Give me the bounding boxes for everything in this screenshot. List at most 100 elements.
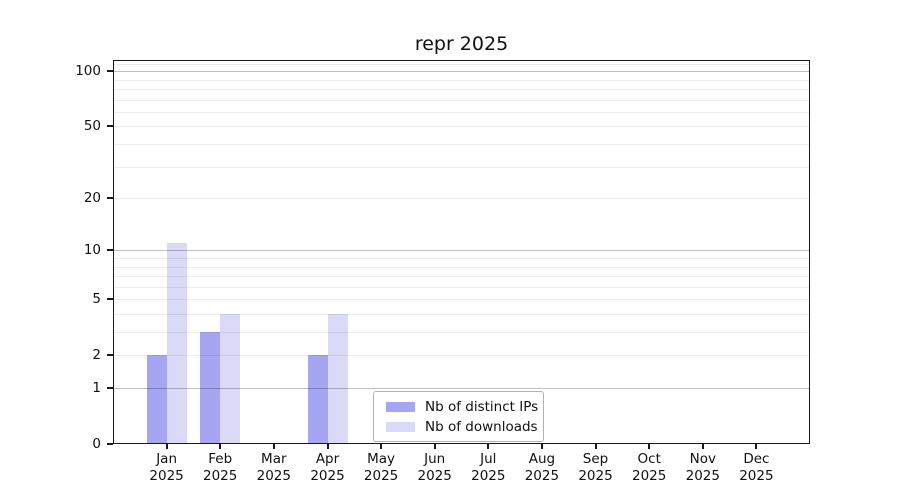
x-tick-label-year: 2025 [310, 467, 345, 484]
gridline-major [113, 388, 810, 389]
gridline-minor [113, 198, 810, 199]
y-tick-mark [107, 197, 113, 200]
x-tick-label-month: Sep [582, 451, 609, 467]
x-tick-mark [487, 444, 490, 449]
x-tick-mark [326, 444, 329, 449]
x-tick-label-month: Nov [689, 451, 716, 467]
y-tick-mark [107, 443, 113, 445]
x-tick-label-month: Aug [528, 451, 556, 467]
y-tick-label: 1 [92, 380, 101, 396]
x-tick-mark [433, 444, 436, 449]
gridline-minor [113, 258, 810, 259]
x-tick-mark [272, 444, 275, 449]
x-tick-label-month: Dec [743, 451, 770, 467]
x-tick-label-year: 2025 [471, 467, 506, 484]
y-tick-label: 5 [92, 291, 101, 308]
x-tick-label: Jul 2025 [445, 451, 531, 484]
y-tick-label: 50 [83, 118, 101, 135]
y-tick-label: 20 [83, 190, 101, 207]
x-tick-label-year: 2025 [256, 467, 291, 484]
bar-downloads-apr [327, 314, 348, 444]
y-tick-mark [107, 354, 113, 357]
x-tick-label: Nov 2025 [660, 451, 746, 484]
x-tick-label-year: 2025 [685, 467, 720, 484]
legend-swatch-downloads [386, 421, 415, 432]
bar-distinct-ips-apr [307, 355, 328, 444]
y-tick-mark [107, 125, 113, 128]
gridline-minor [113, 167, 810, 168]
gridline-minor [113, 299, 810, 300]
gridline-minor [113, 314, 810, 315]
x-tick-label-month: Apr [315, 451, 340, 467]
x-tick-label-year: 2025 [417, 467, 452, 484]
x-tick-label: Oct 2025 [606, 451, 692, 484]
x-tick-label-year: 2025 [739, 467, 774, 484]
gridline-major [113, 71, 810, 72]
x-tick-label-month: Feb [208, 451, 233, 467]
bar-downloads-feb [220, 314, 241, 444]
gridline-minor [113, 112, 810, 113]
chart-title: repr 2025 [414, 33, 509, 55]
legend-item-downloads: Nb of downloads [382, 418, 538, 435]
x-tick-label-year: 2025 [203, 467, 238, 484]
y-tick-label: 2 [92, 347, 101, 364]
gridline-minor [113, 126, 810, 127]
x-tick-label-year: 2025 [578, 467, 613, 484]
y-tick-label: 0 [92, 436, 101, 452]
x-tick-label: Aug 2025 [499, 451, 585, 484]
x-tick-mark [165, 444, 168, 449]
x-tick-label: Jan 2025 [124, 451, 210, 484]
y-tick-mark [107, 298, 113, 301]
gridline-major [113, 250, 810, 251]
x-tick-label-year: 2025 [363, 467, 399, 484]
x-tick-mark [219, 444, 222, 449]
gridline-minor [113, 64, 810, 65]
x-tick-label-year: 2025 [632, 467, 667, 484]
x-tick-mark [380, 444, 383, 449]
x-tick-label: Jun 2025 [392, 451, 478, 484]
gridline-minor [113, 276, 810, 277]
bar-downloads-jan [166, 243, 187, 444]
gridline-minor [113, 144, 810, 145]
y-tick-mark [107, 387, 113, 389]
legend-label-distinct-ips: Nb of distinct IPs [425, 398, 539, 415]
x-tick-label: Dec 2025 [713, 451, 799, 484]
x-tick-label-year: 2025 [524, 467, 560, 484]
x-tick-label: Sep 2025 [553, 451, 639, 484]
y-tick-mark [107, 70, 113, 73]
x-tick-label-month: May [367, 451, 396, 467]
x-tick-label: Apr 2025 [285, 451, 371, 484]
x-tick-mark [540, 444, 543, 449]
plot-frame [113, 60, 810, 444]
x-tick-label-month: Jan [156, 451, 177, 467]
y-tick-label: 10 [83, 242, 101, 259]
x-tick-label: Mar 2025 [231, 451, 317, 484]
y-tick-label: 100 [75, 63, 101, 80]
x-tick-label-month: Oct [637, 451, 661, 467]
x-tick-label: May 2025 [338, 451, 424, 484]
x-tick-mark [755, 444, 758, 449]
x-tick-label: Feb 2025 [177, 451, 263, 484]
x-tick-mark [648, 444, 651, 449]
gridline-minor [113, 89, 810, 90]
x-tick-label-month: Jun [424, 451, 446, 467]
x-tick-label-year: 2025 [149, 467, 184, 484]
legend-swatch-distinct-ips [386, 401, 415, 412]
gridline-minor [113, 355, 810, 356]
bar-distinct-ips-feb [200, 332, 221, 444]
gridline-minor [113, 332, 810, 333]
gridline-minor [113, 100, 810, 101]
gridline-minor [113, 80, 810, 81]
y-tick-mark [107, 249, 113, 252]
legend-label-downloads: Nb of downloads [425, 418, 538, 435]
legend: Nb of distinct IPs Nb of downloads [373, 391, 544, 442]
gridline-minor [113, 287, 810, 288]
x-tick-label-month: Mar [261, 451, 287, 467]
bar-distinct-ips-jan [146, 355, 167, 444]
x-tick-label-month: Jul [480, 451, 497, 467]
gridline-minor [113, 267, 810, 268]
legend-item-distinct-ips: Nb of distinct IPs [382, 398, 539, 415]
x-tick-mark [701, 444, 704, 449]
x-tick-mark [594, 444, 597, 449]
